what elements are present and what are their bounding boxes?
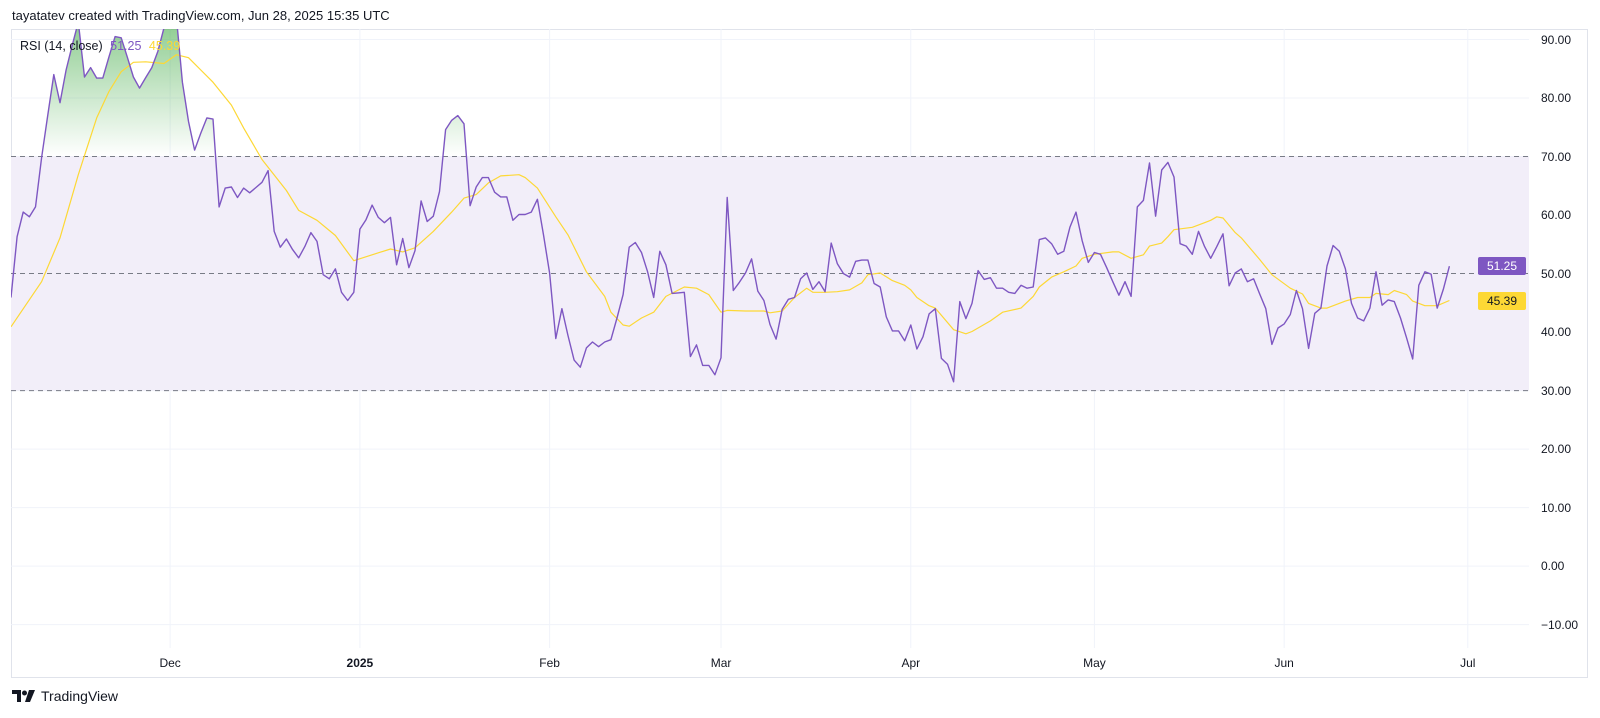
legend-ma-value: 45.39 <box>148 39 181 53</box>
rsi-price-label: 51.25 <box>1478 257 1526 276</box>
overbought-fill-group <box>11 29 1450 157</box>
y-tick-label: 30.00 <box>1541 383 1572 398</box>
footer-brand: TradingView <box>41 688 119 704</box>
y-tick-label: 80.00 <box>1541 91 1572 106</box>
x-tick-label: May <box>1083 656 1106 670</box>
chart-caption: tayatatev created with TradingView.com, … <box>12 8 390 23</box>
legend-rsi-value: 51.25 <box>110 39 142 53</box>
y-tick-label: 0.00 <box>1541 559 1565 574</box>
y-tick-label: 20.00 <box>1541 442 1572 457</box>
x-tick-label: Jul <box>1460 656 1476 670</box>
x-tick-label: Feb <box>539 656 560 670</box>
y-tick-label: 70.00 <box>1541 149 1572 164</box>
x-tick-label: Apr <box>901 656 921 670</box>
x-tick-label: Jun <box>1274 656 1294 670</box>
y-tick-label: 90.00 <box>1541 32 1572 47</box>
y-tick-label: 50.00 <box>1541 266 1572 281</box>
rsi-line <box>11 29 1451 383</box>
rsi-bands <box>11 156 1529 392</box>
y-tick-label: −10.00 <box>1541 617 1579 632</box>
indicator-legend[interactable]: RSI (14, close) 51.25 45.39 <box>20 39 184 53</box>
y-tick-label: 60.00 <box>1541 208 1572 223</box>
y-tick-label: 40.00 <box>1541 325 1572 340</box>
ma-price-label: 45.39 <box>1478 291 1526 310</box>
x-tick-label: Dec <box>159 656 181 670</box>
legend-title: RSI (14, close) <box>20 39 103 53</box>
y-tick-label: 10.00 <box>1541 500 1572 515</box>
footer: TradingView <box>12 688 118 704</box>
overbought-fill <box>11 29 1450 157</box>
x-tick-label: 2025 <box>346 656 374 670</box>
x-tick-label: Mar <box>710 656 732 670</box>
series-layer <box>11 29 1451 383</box>
tradingview-logo-icon <box>12 690 35 702</box>
